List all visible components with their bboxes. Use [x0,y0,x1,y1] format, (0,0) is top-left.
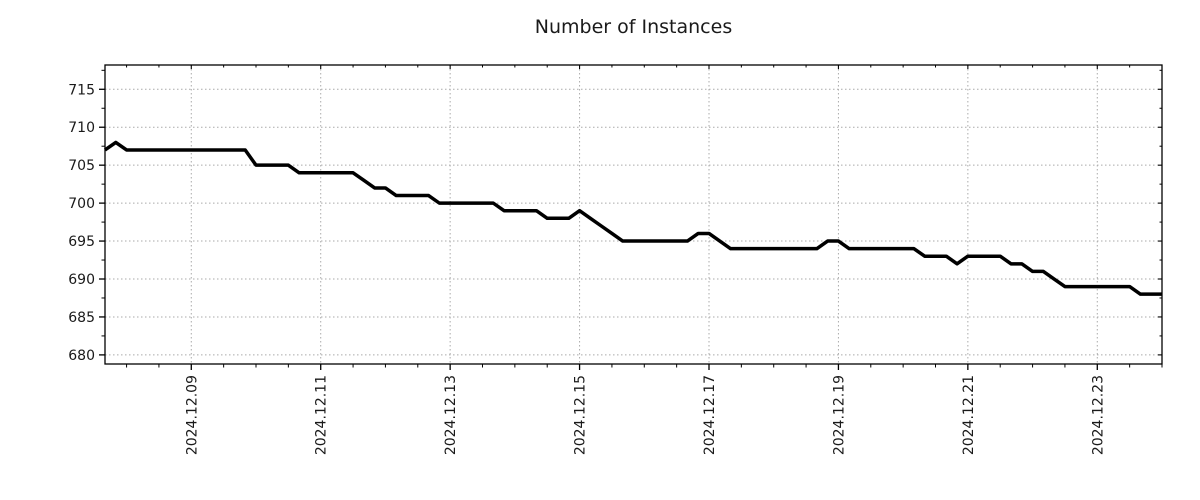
x-tick-label: 2024.12.19 [831,375,847,455]
series-line [103,140,1162,296]
y-tick-label: 710 [68,120,95,136]
y-tick-label: 705 [68,158,95,174]
x-tick-label: 2024.12.09 [184,375,200,455]
x-tick-label: 2024.12.23 [1090,375,1106,455]
plot-border [104,64,1163,365]
y-tick-label: 680 [68,348,95,364]
chart-title: Number of Instances [534,16,733,38]
x-tick-label: 2024.12.13 [443,375,459,455]
x-tick-label: 2024.12.11 [314,375,330,455]
y-tick-label: 685 [68,310,95,326]
x-tick-label: 2024.12.21 [961,375,977,455]
x-tick-label: 2024.12.15 [573,375,589,455]
x-tick-label: 2024.12.17 [702,375,718,455]
y-tick-label: 695 [68,234,95,250]
y-tick-label: 700 [68,196,95,212]
y-tick-label: 715 [68,82,95,98]
y-tick-label: 690 [68,272,95,288]
